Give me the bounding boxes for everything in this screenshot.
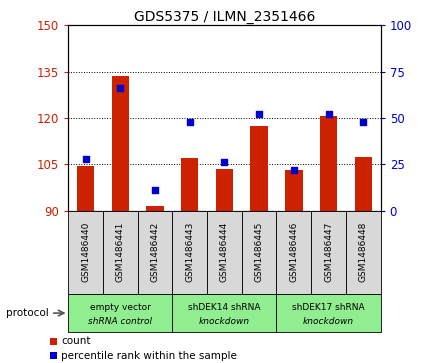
Point	[360, 119, 367, 125]
Bar	[276, 211, 311, 294]
Bar	[50, 352, 57, 359]
Text: empty vector: empty vector	[90, 303, 151, 312]
Text: GSM1486447: GSM1486447	[324, 222, 333, 282]
Bar	[112, 76, 129, 211]
Text: shDEK17 shRNA: shDEK17 shRNA	[292, 303, 365, 312]
Bar	[216, 169, 233, 211]
Text: GSM1486440: GSM1486440	[81, 222, 90, 282]
Point	[117, 85, 124, 91]
Text: protocol: protocol	[6, 308, 49, 318]
Text: GSM1486446: GSM1486446	[290, 222, 298, 282]
Text: GSM1486442: GSM1486442	[150, 222, 159, 282]
Bar	[138, 211, 172, 294]
Point	[151, 187, 158, 193]
Point	[221, 159, 228, 165]
Title: GDS5375 / ILMN_2351466: GDS5375 / ILMN_2351466	[134, 11, 315, 24]
Text: count: count	[61, 336, 91, 346]
Text: GSM1486444: GSM1486444	[220, 222, 229, 282]
Bar	[68, 294, 172, 332]
Bar	[250, 126, 268, 211]
Text: shDEK14 shRNA: shDEK14 shRNA	[188, 303, 260, 312]
Bar	[320, 117, 337, 211]
Point	[186, 119, 193, 125]
Text: GSM1486448: GSM1486448	[359, 222, 368, 282]
Bar	[103, 211, 138, 294]
Bar	[207, 211, 242, 294]
Text: GSM1486443: GSM1486443	[185, 222, 194, 282]
Bar	[285, 170, 303, 211]
Point	[256, 111, 263, 117]
Text: shRNA control: shRNA control	[88, 317, 152, 326]
Text: percentile rank within the sample: percentile rank within the sample	[61, 351, 237, 361]
Point	[325, 111, 332, 117]
Bar	[355, 156, 372, 211]
Bar	[242, 211, 276, 294]
Text: knockdown: knockdown	[303, 317, 354, 326]
Bar	[276, 294, 381, 332]
Bar	[147, 206, 164, 211]
Bar	[50, 338, 57, 345]
Bar	[181, 158, 198, 211]
Bar	[172, 211, 207, 294]
Bar	[68, 211, 103, 294]
Point	[290, 167, 297, 173]
Text: GSM1486441: GSM1486441	[116, 222, 125, 282]
Bar	[172, 294, 276, 332]
Text: GSM1486445: GSM1486445	[255, 222, 264, 282]
Bar	[311, 211, 346, 294]
Bar	[77, 166, 94, 211]
Text: knockdown: knockdown	[199, 317, 250, 326]
Point	[82, 156, 89, 162]
Bar	[346, 211, 381, 294]
